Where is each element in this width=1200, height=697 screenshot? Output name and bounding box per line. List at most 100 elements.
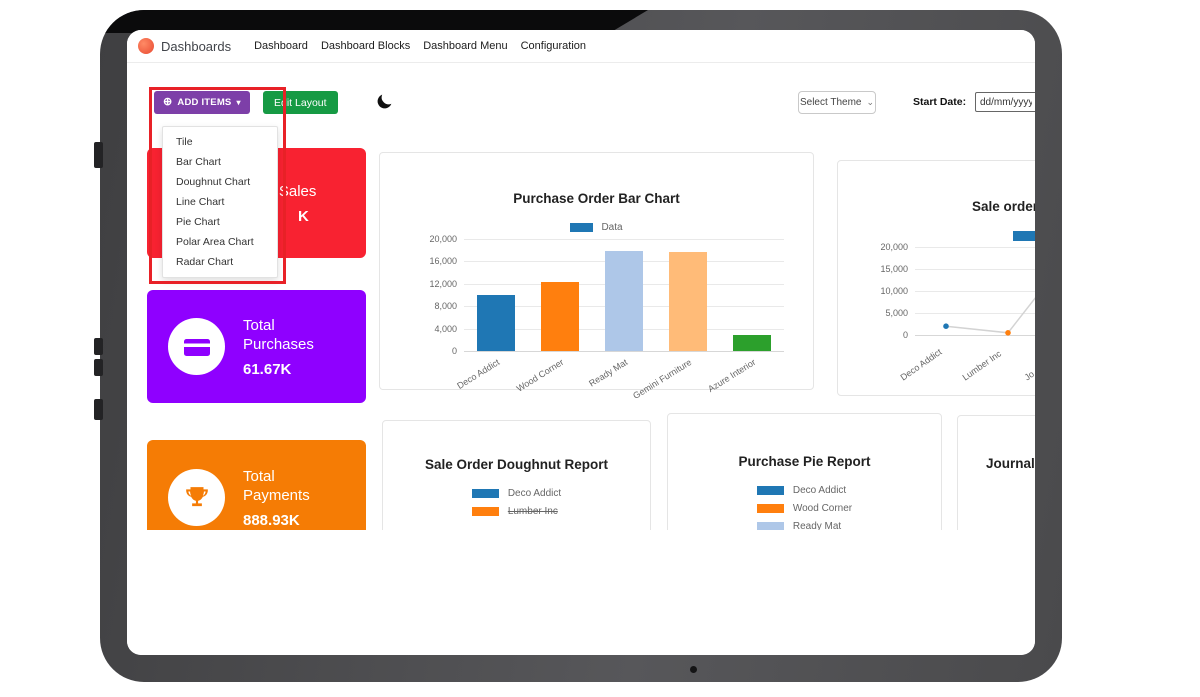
y-axis-tick: 20,000 [880,242,908,252]
start-date-label: Start Date: [913,96,967,108]
y-axis-tick: 10,000 [880,286,908,296]
bar-chart-plot: 0 4,000 8,000 12,000 16,000 20,000 Deco Addict… [429,234,784,401]
dropdown-item-bar-chart[interactable]: Bar Chart [176,156,221,168]
dropdown-item-tile[interactable]: Tile [176,136,193,148]
tile-title: Total Purchases [243,316,314,353]
gridline [464,351,784,352]
menu-item-configuration[interactable]: Configuration [520,40,587,52]
legend-color-box [471,507,499,516]
sale-order-line-chart-card: Sale order 0 5,000 10,000 15,000 20,000 Deco … [837,160,1035,396]
tile-title: Total Payments [243,467,310,504]
legend-color-box [756,486,784,495]
legend-item[interactable]: Deco Addict [471,488,562,499]
app-logo-icon [138,38,154,54]
y-axis-tick: 15,000 [880,264,908,274]
menu-item-dashboard-menu[interactable]: Dashboard Menu [423,40,508,52]
screen: Dashboards Dashboard Dashboard Blocks Da… [127,30,1035,655]
gridline [915,269,1035,270]
y-axis-tick: 16,000 [429,256,457,267]
chart-title: Purchase Pie Report [738,454,871,469]
menu-item-dashboard-blocks[interactable]: Dashboard Blocks [320,40,411,52]
chart-title: Sale order [971,199,1035,214]
add-items-label: ADD ITEMS [177,97,232,108]
gridline [915,291,1035,292]
legend-label: Ready Mat [792,521,842,532]
legend-item[interactable]: Deco Addict [756,485,852,496]
add-items-button[interactable]: ⊕ ADD ITEMS ▾ [154,91,250,114]
gridline [464,239,784,240]
content-cutoff [127,530,1035,655]
chart-title: Purchase Order Bar Chart [513,191,680,206]
y-axis-tick: 4,000 [434,323,457,334]
dropdown-item-line-chart[interactable]: Line Chart [176,196,225,208]
x-axis-label: Lumber Inc [960,348,1004,383]
legend-color-box [471,489,499,498]
legend-label: Wood Corner [792,503,853,514]
tile-icon-circle [168,318,225,375]
tile-value: 888.93K [243,511,300,529]
dropdown-item-polar-area-chart[interactable]: Polar Area Chart [176,236,254,248]
credit-card-icon [183,338,210,356]
tablet-volume-up-button [94,338,103,355]
x-axis-label: Jo [1022,368,1035,383]
bar-wood-corner[interactable] [541,281,579,351]
line-chart-plot: 0 5,000 10,000 15,000 20,000 Deco Addict Lumbe… [880,242,1035,382]
legend-color-box [756,522,784,531]
legend-label: Lumber Inc [507,506,558,517]
camera-dot-icon [690,666,697,673]
purchase-order-bar-chart-card: Purchase Order Bar Chart Data 0 4,000 8,00… [379,152,814,401]
tablet-frame: Dashboards Dashboard Dashboard Blocks Da… [100,10,1062,682]
gridline [915,313,1035,314]
bar-azure-interior[interactable] [733,334,771,351]
y-axis-tick: 0 [451,346,457,356]
chart-legend[interactable]: Data [380,222,813,233]
bar-gemini-furniture[interactable] [669,252,707,351]
bezel-accent [100,10,648,33]
add-items-dropdown-menu: Tile Bar Chart Doughnut Chart Line Chart… [162,126,278,278]
select-theme-label: Select Theme [799,97,862,108]
chevron-down-icon: ⌄ [866,97,875,107]
legend-color-box [570,223,594,232]
y-axis-tick: 20,000 [429,234,457,244]
navbar: Dashboards Dashboard Dashboard Blocks Da… [127,30,1035,63]
edit-layout-button[interactable]: Edit Layout [263,91,338,114]
chart-legend: Deco Addict Lumber Inc [471,488,562,517]
tablet-side-button [94,399,103,420]
chart-title: Sale Order Doughnut Report [424,457,608,472]
gridline [915,247,1035,248]
dark-mode-moon-icon[interactable] [375,92,394,111]
card-title: Journal [986,456,1035,471]
data-point [1005,330,1011,336]
legend-label: Deco Addict [792,485,847,496]
caret-down-icon: ▾ [236,97,241,107]
bar-ready-mat[interactable] [605,250,643,351]
tablet-volume-down-button [94,359,103,376]
y-axis-tick: 8,000 [434,301,457,312]
select-theme-dropdown[interactable]: Select Theme ⌄ [798,91,876,114]
legend-color-box [756,504,784,513]
legend-label: Data [601,222,623,233]
chart-legend: Deco Addict Wood Corner Ready Mat [756,485,853,532]
top-menu: Dashboard Dashboard Blocks Dashboard Men… [254,40,586,52]
tile-total-purchases[interactable]: Total Purchases 61.67K [147,290,366,403]
tile-value: K [298,207,309,225]
legend-item[interactable]: Wood Corner [756,503,853,514]
y-axis-tick: 0 [902,330,908,340]
start-date-input[interactable] [975,92,1035,112]
data-point [943,323,949,329]
plus-circle-icon: ⊕ [163,96,173,108]
legend-color-box[interactable] [1013,231,1035,241]
tablet-power-button [94,142,103,168]
bar-deco-addict[interactable] [477,295,515,351]
dropdown-item-radar-chart[interactable]: Radar Chart [176,256,234,268]
legend-label: Deco Addict [507,488,562,499]
app-title: Dashboards [161,38,232,54]
legend-item[interactable]: Lumber Inc [471,506,561,517]
tile-icon-circle [168,469,225,526]
y-axis-tick: 5,000 [885,308,908,318]
legend-item[interactable]: Ready Mat [756,521,852,532]
dropdown-item-pie-chart[interactable]: Pie Chart [176,216,220,228]
dropdown-item-doughnut-chart[interactable]: Doughnut Chart [176,176,251,188]
menu-item-dashboard[interactable]: Dashboard [254,40,308,52]
